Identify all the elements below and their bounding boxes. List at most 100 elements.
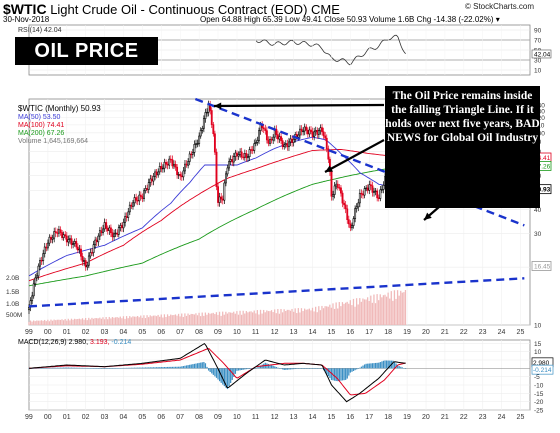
candle-body [204,112,207,119]
candle-body [111,232,114,238]
volume-bar [343,303,345,325]
year-tick-label: 18 [384,329,392,336]
candle-body [286,143,289,148]
volume-bar [344,302,347,325]
candle-body [234,152,237,157]
volume-bar [255,313,257,325]
macd-histogram-bar [381,361,383,369]
candle-body [62,234,65,238]
macd-histogram-bar [245,368,248,370]
candle-body [338,187,341,189]
macd-histogram-bar [207,368,210,371]
macd-histogram-bar [327,368,329,377]
candle-body [321,127,323,133]
volume-bar [270,310,273,325]
macd-histogram-bar [373,363,375,369]
candle-body [276,134,279,140]
macd-histogram-bar [382,360,385,369]
macd-histogram-bar [133,367,136,369]
rsi-value-label: 42.04 [534,51,551,58]
year-tick-label: 18 [384,414,392,421]
candle-body [48,236,51,244]
macd-histogram-bar [110,368,112,369]
volume-bar [404,290,407,325]
volume-bar [212,312,214,325]
macd-histogram-bar [81,367,84,369]
volume-bar [393,290,396,325]
brand-credit[interactable]: © StockCharts.com [465,2,535,11]
candle-body [300,128,303,132]
candle-body [185,163,188,166]
macd-histogram-bar [299,368,301,369]
candle-body [305,126,308,131]
volume-bar [121,318,123,325]
year-tick-label: 01 [63,414,71,421]
price-panel-title: $WTIC (Monthly) 50.93 [18,104,101,113]
year-tick-label: 09 [214,329,222,336]
macd-histogram-bar [77,367,79,369]
volume-bar [400,290,402,325]
macd-histogram-bar [137,367,139,369]
candle-body [105,222,108,229]
volume-bar [77,318,79,325]
macd-histogram-bar [173,366,175,369]
volume-tick-label: 2.0B [6,275,19,282]
volume-bar [51,320,54,325]
candle-body [213,133,216,153]
volume-bar [231,312,233,325]
candle-body [308,129,311,135]
macd-histogram-bar [100,368,103,369]
volume-bar [201,312,203,325]
volume-bar [37,320,40,325]
volume-bar [80,319,82,325]
volume-bar [278,313,281,325]
candle-body [354,208,357,219]
volume-bar [173,315,175,325]
macd-histogram-bar [348,368,350,376]
macd-histogram-bar [50,367,52,369]
volume-bar [187,313,189,325]
macd-histogram-bar [204,363,207,369]
year-tick-label: 04 [120,414,128,421]
macd-histogram-bar [404,368,407,369]
macd-value-label: 2.980 [533,360,550,367]
macd-histogram-bar [261,364,263,369]
candle-body [346,208,349,221]
volume-bar [341,302,344,325]
candle-body [67,239,70,243]
candle-body [335,183,338,187]
volume-bar [135,316,137,325]
volume-bar [97,318,99,325]
year-tick-label: 00 [44,414,52,421]
volume-bar [166,314,169,325]
year-tick-label: 08 [195,329,203,336]
volume-bar [39,320,41,325]
year-tick-label: 02 [82,414,90,421]
candle-body [144,188,147,191]
volume-bar [83,319,85,325]
candle-body [102,228,104,234]
volume-bar [357,304,359,325]
triangle-base-line [28,277,525,308]
macd-histogram-bar [61,367,63,369]
volume-bar [33,320,35,325]
macd-histogram-bar [69,367,71,369]
macd-histogram-bar [157,367,159,369]
macd-histogram-bar [64,367,66,369]
candle-body [154,171,156,177]
year-tick-label: 99 [25,329,33,336]
macd-histogram-bar [74,367,76,369]
macd-histogram-bar [315,368,317,369]
volume-bar [207,312,210,325]
price-tag-label: 16.45 [534,264,551,271]
candle-body [206,111,208,114]
macd-histogram-bar [351,368,353,372]
macd-histogram-bar [215,368,218,378]
candle-body [184,163,186,172]
volume-bar [124,318,126,325]
macd-histogram-bar [340,368,342,381]
volume-bar [340,306,342,325]
macd-histogram-bar [374,362,377,369]
macd-histogram-bar [92,368,95,369]
macd-histogram-bar [201,362,203,369]
